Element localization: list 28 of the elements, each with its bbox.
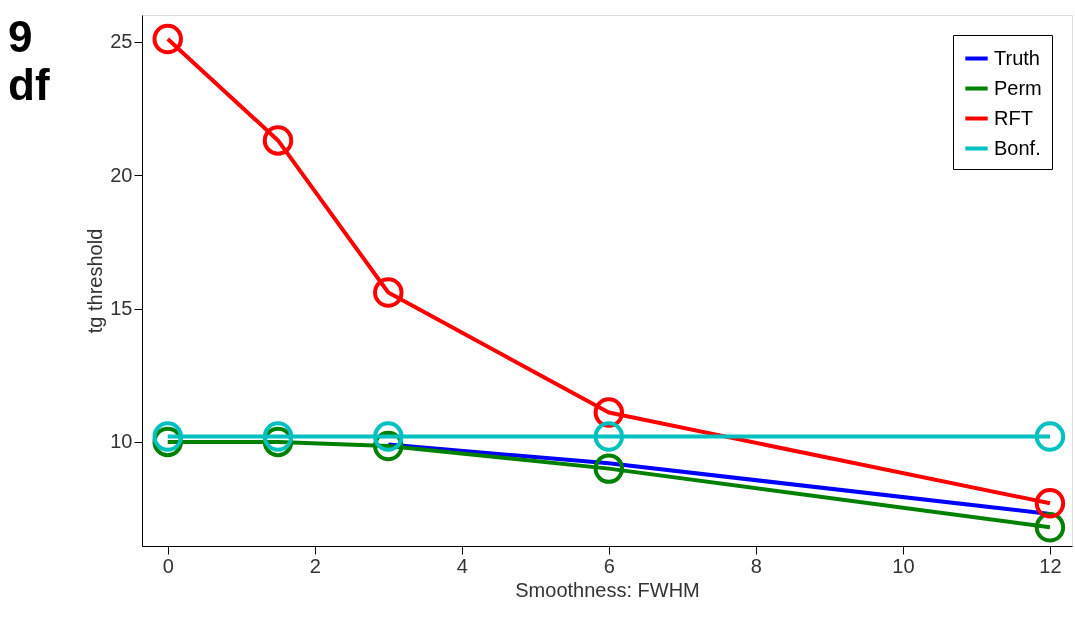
x-tick-label: 10	[892, 554, 915, 577]
legend-label: Truth	[994, 46, 1040, 69]
y-tick-label: 15	[110, 297, 133, 320]
legend-label: Perm	[994, 76, 1042, 99]
point	[262, 421, 294, 452]
x-axis-title: Smoothness: FWHM	[515, 578, 700, 601]
legend-label: RFT	[994, 106, 1033, 129]
x-tick-label: 4	[456, 554, 468, 577]
x-tick-label: 8	[750, 554, 762, 577]
point	[1034, 488, 1066, 519]
point	[373, 277, 404, 308]
point	[152, 421, 183, 452]
x-tick-label: 2	[309, 554, 321, 577]
point	[262, 125, 294, 156]
x-tick-label: 6	[603, 554, 615, 577]
text: 9 df	[8, 12, 50, 109]
y-tick-label: 10	[110, 430, 133, 453]
point	[593, 421, 625, 452]
point	[1034, 421, 1066, 452]
x-tick-label: 12	[1039, 554, 1062, 577]
x-tick-label: 0	[162, 554, 174, 577]
point	[373, 421, 404, 452]
y-tick-label: 25	[110, 30, 133, 53]
y-tick-label: 20	[110, 163, 133, 186]
point	[593, 453, 625, 484]
y-axis-title: tg threshold	[84, 228, 107, 334]
point	[152, 23, 183, 55]
legend-label: Bonf.	[994, 136, 1041, 159]
